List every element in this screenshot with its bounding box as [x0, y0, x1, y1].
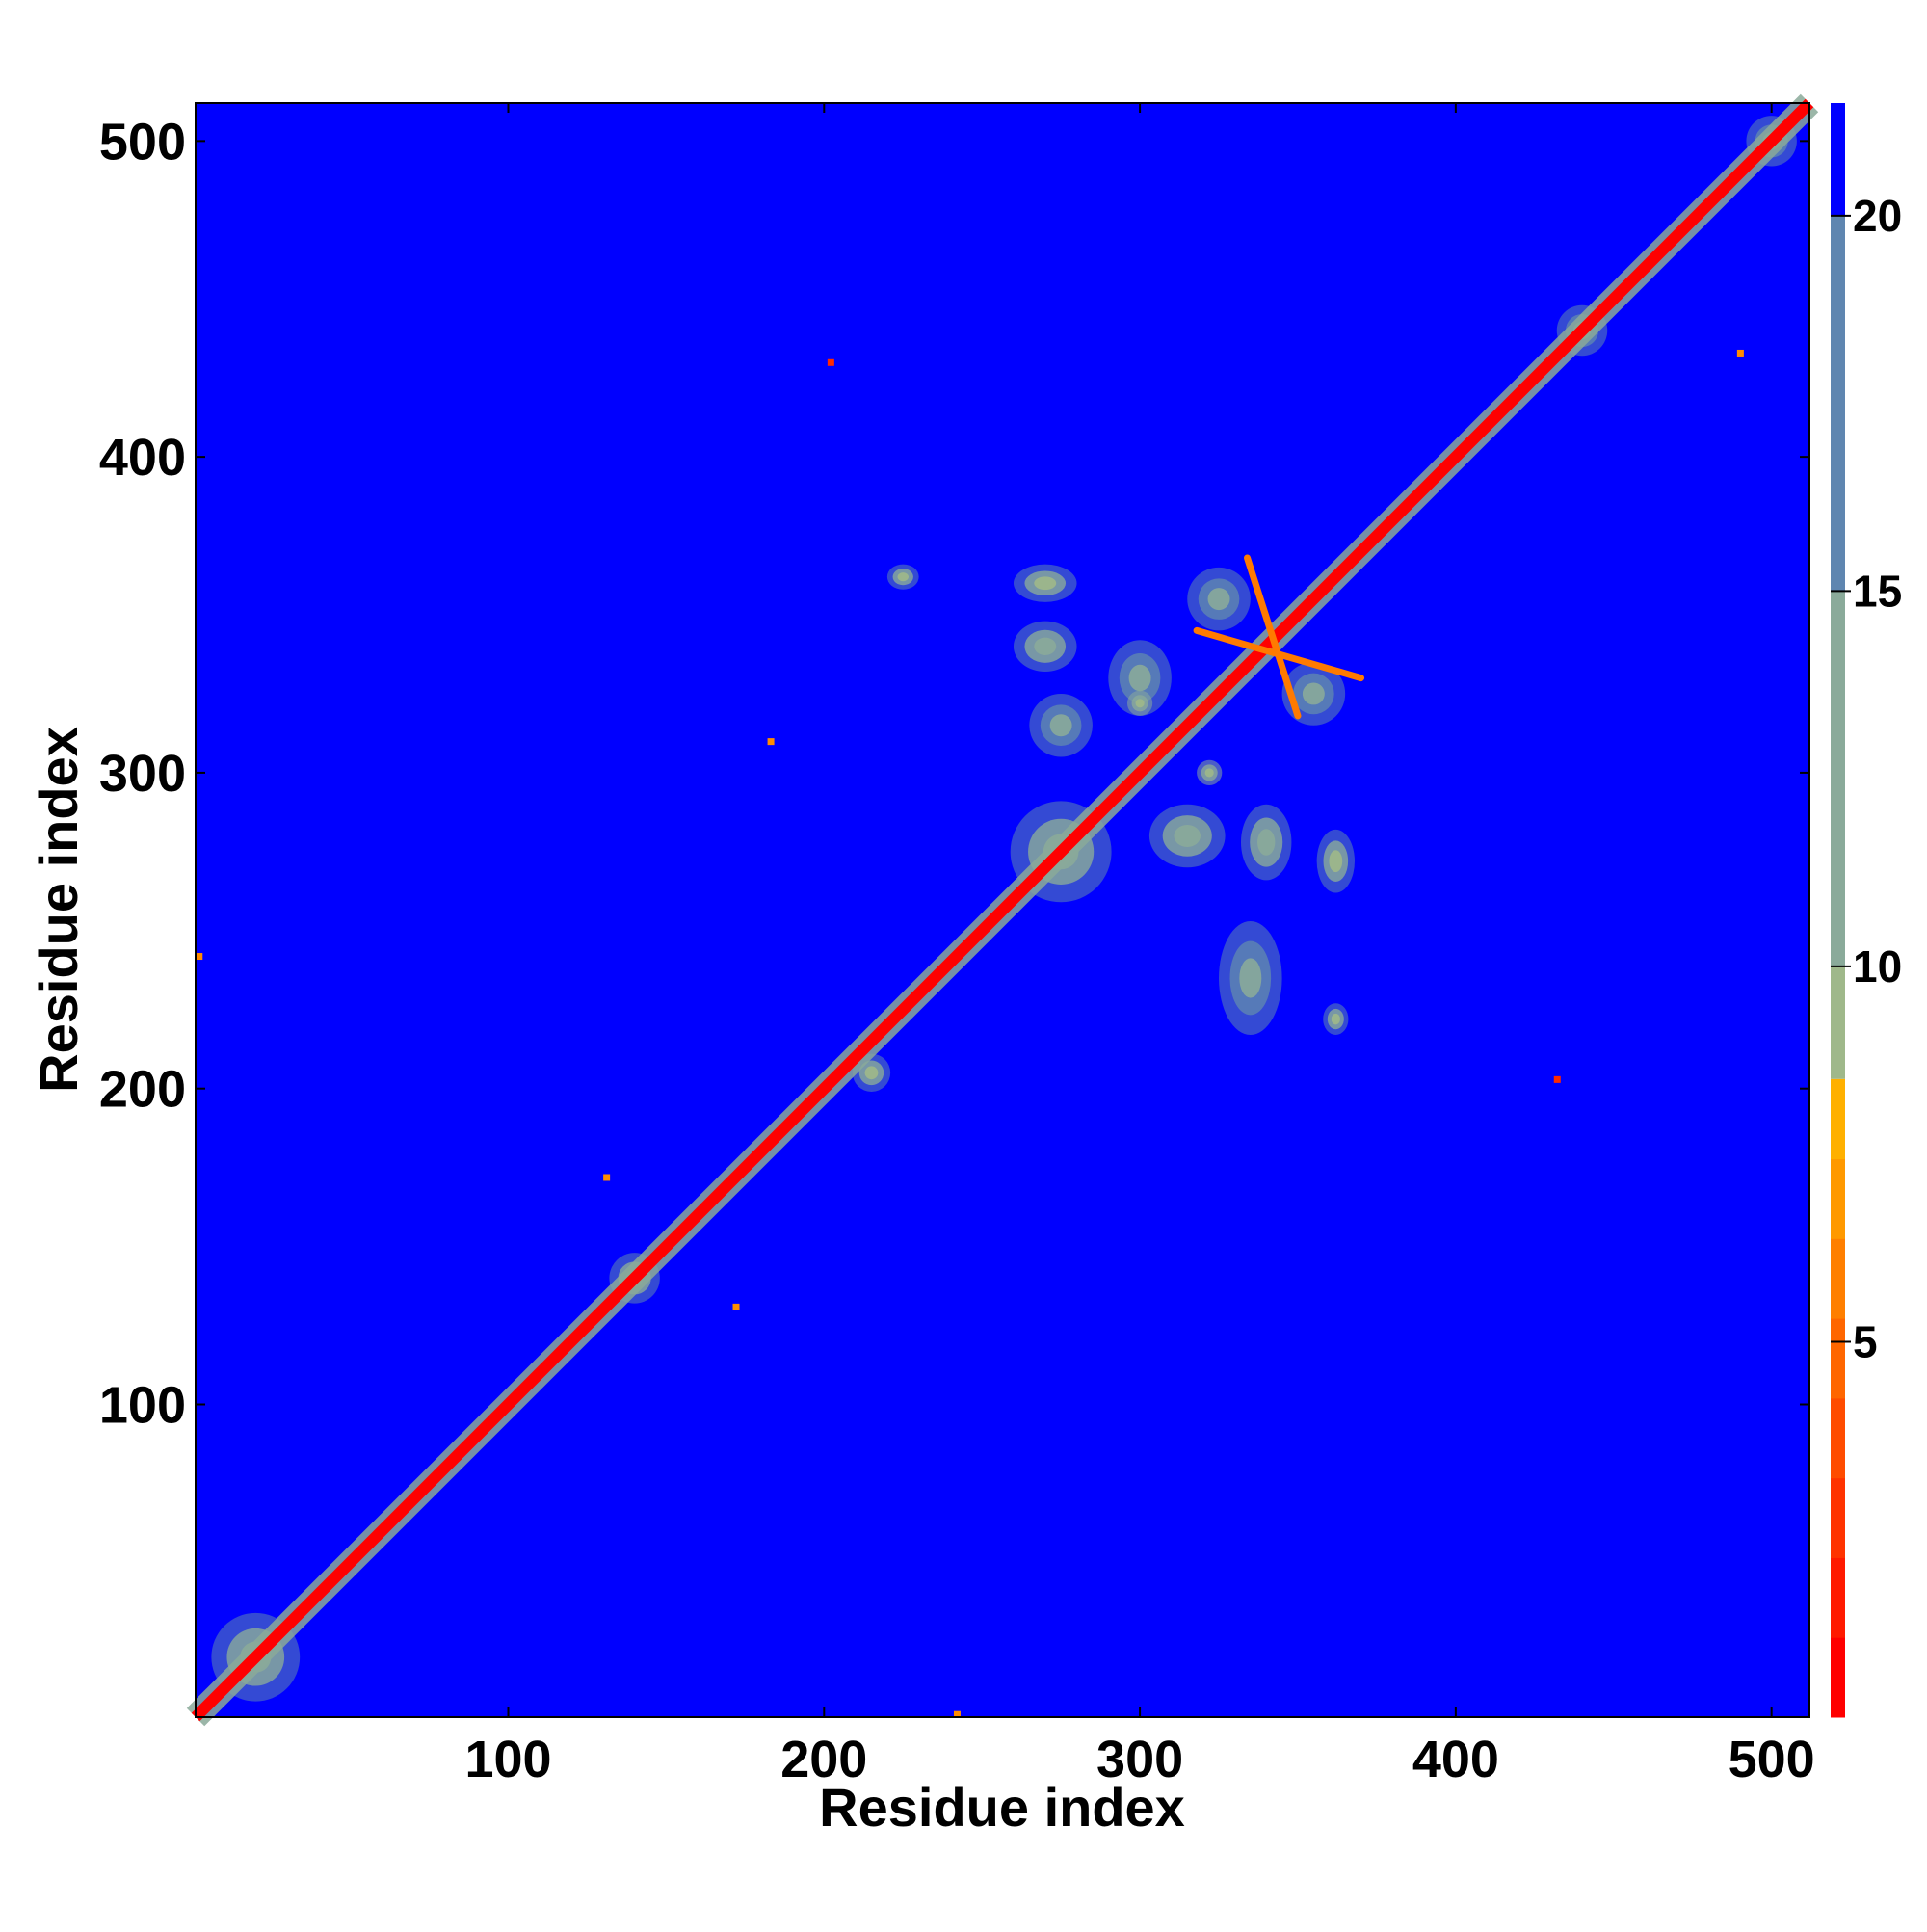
- contact-patch-layer: [1329, 850, 1343, 873]
- x-tick-label: 300: [1096, 1731, 1183, 1788]
- isolated-contact: [603, 1174, 611, 1181]
- contact-patch-layer: [864, 1066, 879, 1080]
- contact-patch-layer: [1302, 682, 1325, 705]
- colorbar-segment: [1831, 1557, 1845, 1638]
- contact-patch: [1323, 1003, 1349, 1035]
- contact-patch: [1013, 564, 1077, 602]
- x-axis-label: Residue index: [819, 1777, 1185, 1838]
- diagonal-contacts: [191, 98, 1814, 1722]
- x-tick-label: 200: [780, 1731, 867, 1788]
- isolated-contact: [767, 738, 775, 746]
- colorbar-segment: [1831, 1238, 1845, 1319]
- contact-patch: [1240, 804, 1292, 881]
- colorbar-segment: [1831, 591, 1845, 966]
- colorbar: 5 10 15 20: [1831, 103, 1902, 1718]
- contact-patch: [1316, 829, 1355, 893]
- colorbar-tick-label: 10: [1853, 941, 1902, 992]
- colorbar-tick-label: 20: [1853, 191, 1902, 241]
- y-tick-label: 500: [99, 113, 186, 171]
- contact-patch: [1013, 621, 1077, 673]
- contact-patch-layer: [1049, 714, 1072, 737]
- y-tick-label: 300: [99, 745, 186, 803]
- colorbar-tick-label: 15: [1853, 566, 1902, 616]
- contact-patch: [1197, 759, 1223, 786]
- contact-patch: [1148, 804, 1226, 868]
- contact-patch: [886, 564, 919, 590]
- isolated-contact: [732, 1303, 740, 1310]
- y-tick-label: 100: [99, 1376, 186, 1434]
- colorbar-segment: [1831, 215, 1845, 592]
- colorbar-segment: [1831, 1477, 1845, 1558]
- colorbar-segment: [1831, 103, 1845, 216]
- contact-patch-layer: [1204, 768, 1214, 778]
- contact-patch: [1029, 693, 1093, 757]
- x-tick-label: 100: [464, 1731, 551, 1788]
- colorbar-segment: [1831, 966, 1845, 1079]
- colorbar-segment: [1831, 1637, 1845, 1718]
- isolated-contact: [1736, 349, 1744, 357]
- x-axis-ticks: 100 200 300 400 500: [464, 103, 1815, 1788]
- contact-patch-layer: [897, 572, 909, 582]
- x-tick-label: 500: [1729, 1731, 1815, 1788]
- contact-patch-layer: [1034, 576, 1057, 591]
- y-axis-label: Residue index: [28, 727, 89, 1093]
- colorbar-tick-label: 5: [1853, 1316, 1878, 1366]
- contact-patch: [1126, 690, 1153, 716]
- contact-patch: [852, 1053, 891, 1092]
- contact-patch-layer: [1239, 958, 1262, 998]
- contact-patch-layer: [1128, 664, 1151, 692]
- contact-patch-layer: [1207, 588, 1230, 611]
- x-tick-label: 400: [1412, 1731, 1499, 1788]
- contact-patch: [1108, 640, 1172, 716]
- contact-patch-layer: [1174, 824, 1201, 847]
- colorbar-segment: [1831, 1078, 1845, 1160]
- isolated-contact: [1553, 1075, 1561, 1083]
- isolated-contact: [196, 953, 203, 961]
- y-tick-label: 400: [99, 429, 186, 487]
- y-tick-label: 200: [99, 1061, 186, 1119]
- contact-patch-layer: [1257, 829, 1276, 856]
- antiparallel-band: [1244, 554, 1302, 720]
- antiparallel-band: [1193, 626, 1365, 682]
- contact-patch: [1219, 920, 1282, 1035]
- y-axis-ticks: 100 200 300 400 500: [99, 113, 1809, 1434]
- colorbar-segment: [1831, 1397, 1845, 1479]
- contact-patch-layer: [1331, 1013, 1340, 1025]
- contact-patch-layer: [1135, 699, 1145, 708]
- heatmap-plot-area: [186, 93, 1819, 1727]
- isolated-contact: [827, 358, 834, 366]
- plot-frame: [195, 102, 1810, 1718]
- colorbar-segment: [1831, 1318, 1845, 1399]
- contact-patch-layer: [1034, 637, 1057, 655]
- contact-patch: [1187, 567, 1251, 631]
- colorbar-segment: [1831, 1158, 1845, 1239]
- isolated-contact: [953, 1710, 961, 1718]
